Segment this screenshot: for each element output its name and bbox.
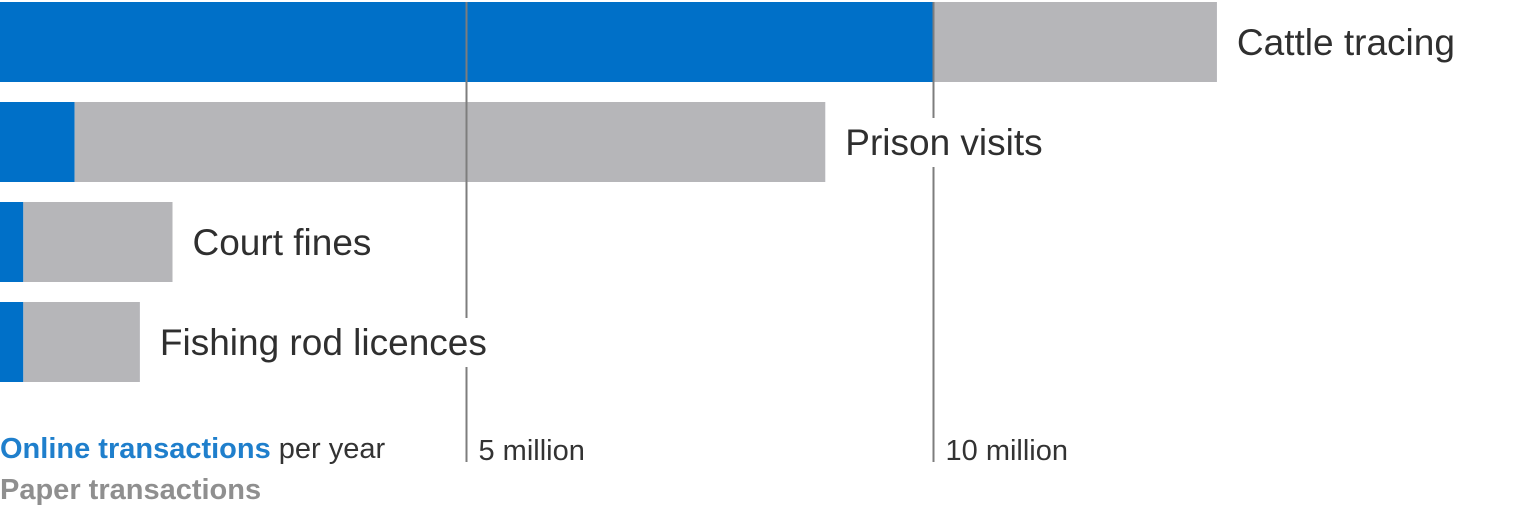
category-label: Cattle tracing — [1237, 22, 1455, 63]
bar-online — [0, 202, 24, 282]
bar-paper — [74, 102, 826, 182]
legend-suffix: per year — [278, 433, 386, 465]
category-label: Prison visits — [845, 122, 1042, 163]
gridlines-layer — [465, 2, 935, 462]
category-labels-layer: Cattle tracing Prison visits Court fines Fi… — [160, 22, 1455, 363]
bar-paper — [932, 2, 1217, 82]
bar-paper — [23, 202, 173, 282]
legend-online-label: Online transactions — [0, 433, 271, 465]
legend-paper-label: Paper transactions — [0, 474, 262, 506]
legend-paper: Paper transactions — [0, 471, 261, 509]
x-tick-label: 5 million — [479, 435, 585, 467]
legend-online: Online transactions per year — [0, 430, 385, 468]
bar-online — [0, 102, 75, 182]
bar-online — [0, 302, 24, 382]
category-label: Court fines — [193, 222, 372, 263]
bar-paper — [23, 302, 140, 382]
category-label: Fishing rod licences — [160, 322, 487, 363]
x-tick-label: 10 million — [946, 435, 1069, 467]
tick-labels-layer: 5 million 10 million — [479, 435, 1069, 467]
